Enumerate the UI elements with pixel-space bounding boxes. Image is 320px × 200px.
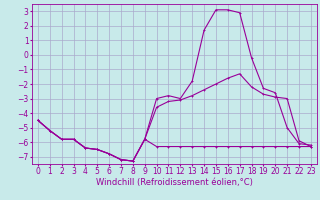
X-axis label: Windchill (Refroidissement éolien,°C): Windchill (Refroidissement éolien,°C) — [96, 178, 253, 187]
